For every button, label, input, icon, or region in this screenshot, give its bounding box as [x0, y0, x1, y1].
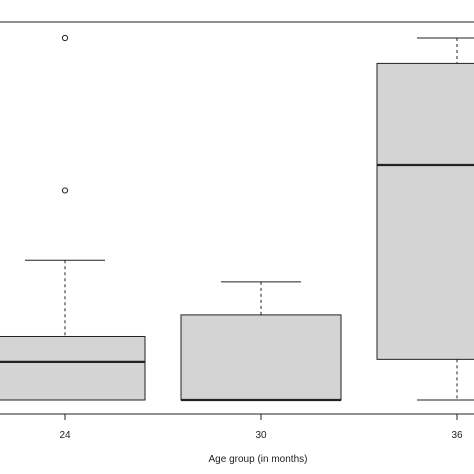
boxes-layer: [0, 34, 474, 402]
x-axis-title: Age group (in months): [209, 454, 308, 465]
box-iqr: [376, 62, 474, 360]
box-24: [0, 34, 146, 401]
x-axis: 24 30 36: [59, 414, 463, 441]
box-36: [376, 37, 474, 401]
plot-border: [0, 21, 474, 415]
x-tick-label: 24: [59, 430, 71, 441]
box-iqr: [0, 335, 146, 401]
outlier-point: [61, 34, 69, 42]
outlier-point: [61, 187, 69, 194]
x-tick-label: 36: [451, 430, 463, 441]
plot-frame: [0, 21, 474, 415]
x-tick-label: 30: [255, 430, 267, 441]
box-iqr: [180, 314, 342, 401]
box-30: [180, 281, 342, 402]
